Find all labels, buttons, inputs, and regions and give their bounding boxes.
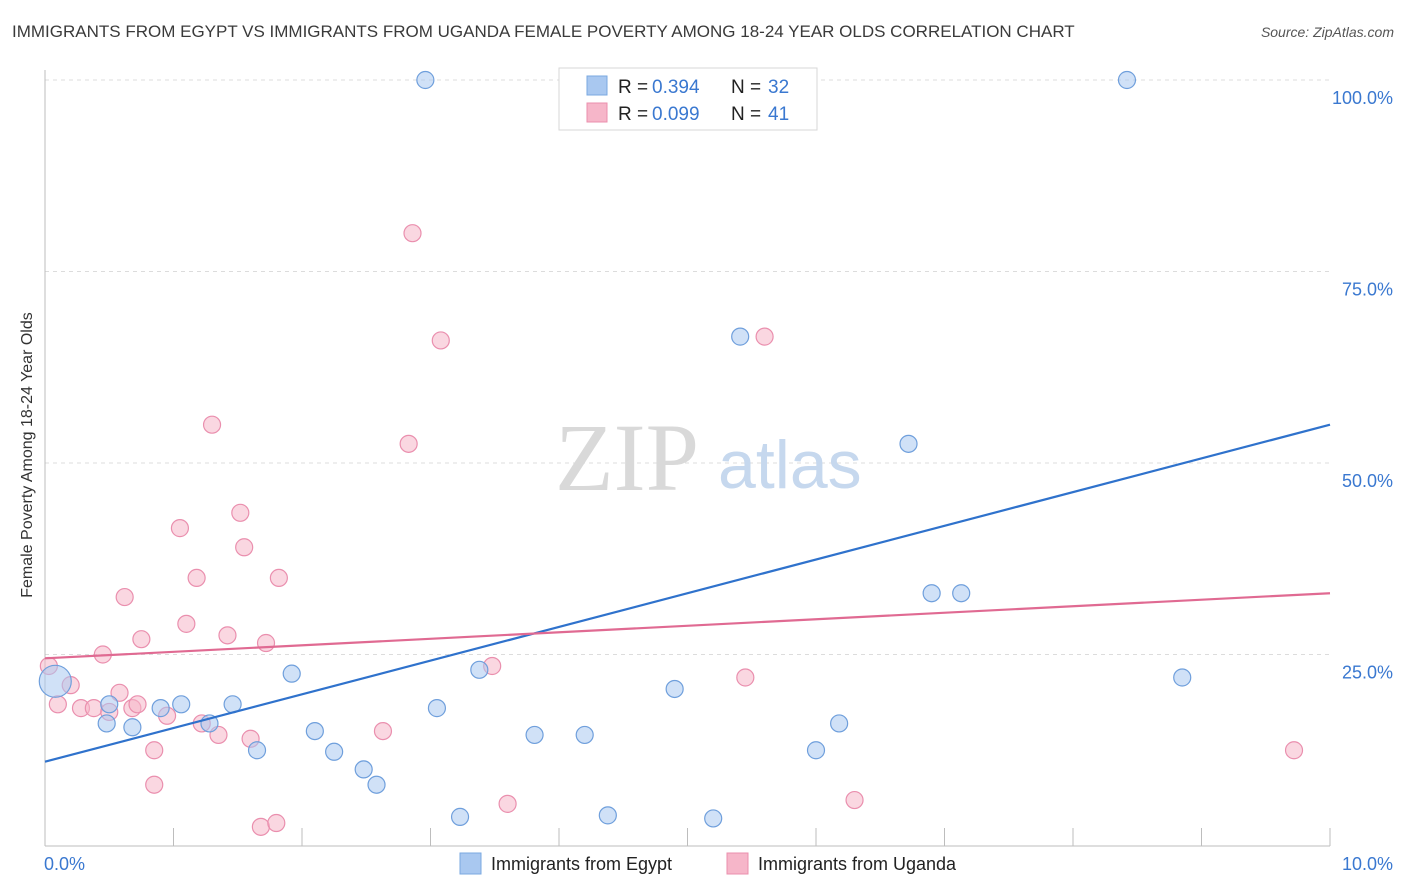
legend-uganda-n-label: N = [731, 104, 761, 125]
y-tick-label-25: 25.0% [1342, 663, 1393, 683]
egypt-trend-line [44, 423, 1331, 763]
trend-lines [44, 423, 1331, 763]
egypt-point-17 [470, 660, 489, 679]
x-tick-label-max: 10.0% [1342, 854, 1393, 874]
egypt-point-1 [100, 695, 119, 714]
egypt-point-30 [1117, 70, 1137, 90]
egypt-points [38, 70, 1192, 828]
uganda-point-4 [84, 699, 103, 718]
egypt-point-23 [731, 327, 750, 346]
egypt-point-12 [354, 760, 373, 779]
y-tick-label-100: 100.0% [1332, 88, 1393, 108]
y-tick-label-50: 50.0% [1342, 471, 1393, 491]
egypt-point-28 [922, 584, 941, 603]
bottom-legend-egypt: Immigrants from Egypt [491, 854, 672, 874]
watermark-atlas: atlas [718, 427, 862, 503]
bottom-legend-uganda: Immigrants from Uganda [758, 854, 957, 874]
legend-uganda-r-label: R = [618, 104, 648, 125]
source-credit: Source: ZipAtlas.com [1260, 24, 1394, 40]
uganda-points [39, 224, 1304, 836]
egypt-point-29 [952, 584, 971, 603]
chart-title: IMMIGRANTS FROM EGYPT VS IMMIGRANTS FROM… [12, 22, 1075, 41]
uganda-point-31 [431, 331, 450, 350]
y-tick-labels: 100.0% 75.0% 50.0% 25.0% [1332, 88, 1393, 683]
uganda-point-12 [145, 741, 164, 760]
bottom-legend-swatch-egypt [459, 852, 482, 875]
bottom-legend: Immigrants from Egypt Immigrants from Ug… [459, 852, 957, 875]
uganda-point-22 [235, 538, 254, 557]
uganda-point-28 [373, 721, 393, 741]
uganda-point-20 [218, 626, 237, 645]
egypt-point-16 [450, 807, 470, 826]
egypt-point-22 [704, 809, 723, 828]
uganda-point-24 [256, 633, 276, 653]
egypt-point-9 [282, 664, 301, 683]
egypt-point-3 [123, 718, 142, 737]
egypt-point-14 [416, 70, 435, 90]
egypt-point-5 [172, 695, 191, 714]
egypt-point-19 [575, 725, 594, 745]
uganda-point-36 [845, 790, 864, 810]
legend-swatch-uganda [586, 102, 608, 123]
egypt-point-27 [899, 434, 918, 453]
x-ticks [173, 828, 1331, 846]
uganda-point-14 [170, 519, 190, 538]
uganda-point-38 [145, 775, 164, 794]
uganda-point-37 [1284, 741, 1304, 760]
uganda-point-33 [498, 794, 517, 813]
egypt-point-21 [665, 679, 684, 699]
grid [45, 79, 1330, 655]
egypt-point-15 [427, 699, 447, 718]
legend-egypt-r-value: 0.394 [652, 77, 700, 98]
uganda-point-29 [399, 434, 418, 453]
uganda-point-25 [269, 568, 288, 588]
egypt-point-20 [598, 806, 617, 825]
uganda-point-34 [736, 668, 755, 687]
uganda-point-15 [177, 614, 196, 633]
legend-uganda-r-value: 0.099 [652, 104, 700, 125]
uganda-point-16 [187, 568, 206, 588]
x-tick-label-min: 0.0% [44, 854, 85, 874]
egypt-point-8 [247, 741, 267, 760]
watermark-zip: ZIP [555, 404, 699, 511]
uganda-point-26 [251, 817, 270, 836]
uganda-point-21 [231, 503, 250, 522]
egypt-point-31 [1173, 668, 1192, 687]
legend-egypt-n-value: 32 [768, 77, 789, 98]
egypt-point-25 [806, 741, 826, 760]
legend-egypt-n-label: N = [731, 77, 761, 98]
uganda-point-30 [403, 224, 422, 243]
egypt-point-26 [830, 714, 849, 733]
uganda-point-9 [128, 695, 147, 714]
top-legend: R = 0.394 N = 32 R = 0.099 N = 41 [558, 67, 818, 131]
uganda-point-1 [48, 695, 67, 714]
uganda-point-35 [755, 327, 774, 346]
bottom-legend-swatch-uganda [726, 852, 749, 875]
egypt-point-13 [367, 775, 386, 794]
legend-uganda-n-value: 41 [768, 104, 789, 125]
uganda-point-7 [110, 683, 129, 702]
legend-egypt-r-label: R = [618, 77, 648, 98]
legend-swatch-egypt [586, 75, 608, 96]
egypt-point-10 [305, 721, 324, 741]
egypt-point-4 [151, 699, 170, 718]
y-tick-label-75: 75.0% [1342, 280, 1393, 300]
uganda-trend-line [44, 592, 1331, 660]
uganda-point-27 [267, 813, 286, 833]
egypt-point-2 [97, 714, 116, 733]
egypt-point-11 [325, 742, 344, 761]
uganda-point-11 [132, 630, 151, 649]
egypt-point-0 [38, 664, 72, 698]
uganda-point-10 [115, 587, 134, 607]
egypt-point-18 [525, 725, 544, 745]
uganda-point-18 [202, 415, 222, 434]
